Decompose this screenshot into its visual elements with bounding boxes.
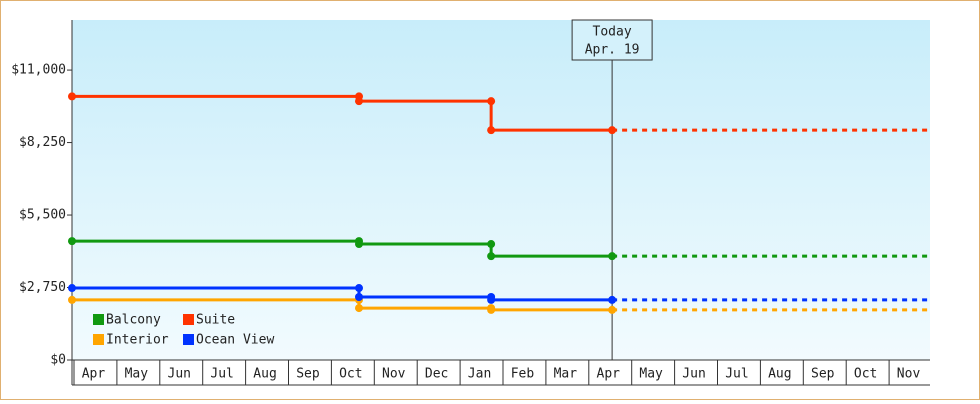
point [68,295,76,304]
point [68,92,76,101]
point [487,240,496,249]
point [608,295,617,304]
y-tick-label: $2,750 [19,280,66,295]
point [355,293,364,302]
point [355,304,364,313]
series-line [72,286,613,302]
legend-swatch [183,314,194,325]
x-tick-label: Apr [597,367,621,382]
x-tick-label: Oct [339,367,362,382]
series-line [72,239,613,258]
x-tick-label: Sep [811,367,835,382]
point [487,295,496,304]
point [608,305,617,314]
x-tick-label: Nov [897,367,921,382]
point [355,284,364,293]
x-tick-label: Feb [511,367,535,382]
x-tick-label: Sep [296,367,320,382]
series-line [72,298,613,312]
legend-swatch [93,334,104,345]
legend-label: Balcony [106,313,161,328]
x-tick-label: Jul [725,367,748,382]
x-tick-label: Aug [768,367,791,382]
legend-label: Interior [106,333,169,348]
point [68,237,76,246]
point [487,97,496,106]
plot-area [72,20,930,360]
y-tick-label: $11,000 [11,63,66,78]
point [608,252,617,261]
x-tick-label: Aug [253,367,276,382]
today-label: Apr. 19 [585,43,640,58]
y-tick-label: $0 [50,353,66,368]
legend-swatch [183,334,194,345]
point [355,240,364,249]
series-line [72,94,613,132]
x-tick-label: Jan [468,367,491,382]
point [608,126,617,135]
x-tick-label: Jun [682,367,705,382]
x-tick-label: May [639,367,663,382]
point [68,284,76,293]
point [487,252,496,261]
legend-label: Ocean View [196,333,274,348]
x-tick-label: Jul [210,367,233,382]
x-tick-label: Jun [168,367,191,382]
x-tick-label: May [125,367,149,382]
x-tick-label: Mar [554,367,578,382]
x-tick-label: Apr [82,367,106,382]
y-tick-label: $8,250 [19,135,66,150]
legend-label: Suite [196,313,235,328]
today-box [571,19,653,61]
today-label: Today [593,25,632,40]
x-tick-label: Oct [854,367,877,382]
point [487,305,496,314]
point [355,97,364,106]
point [487,126,496,135]
legend-swatch [93,314,104,325]
y-tick-label: $5,500 [19,208,66,223]
x-tick-label: Dec [425,367,448,382]
x-tick-label: Nov [382,367,406,382]
